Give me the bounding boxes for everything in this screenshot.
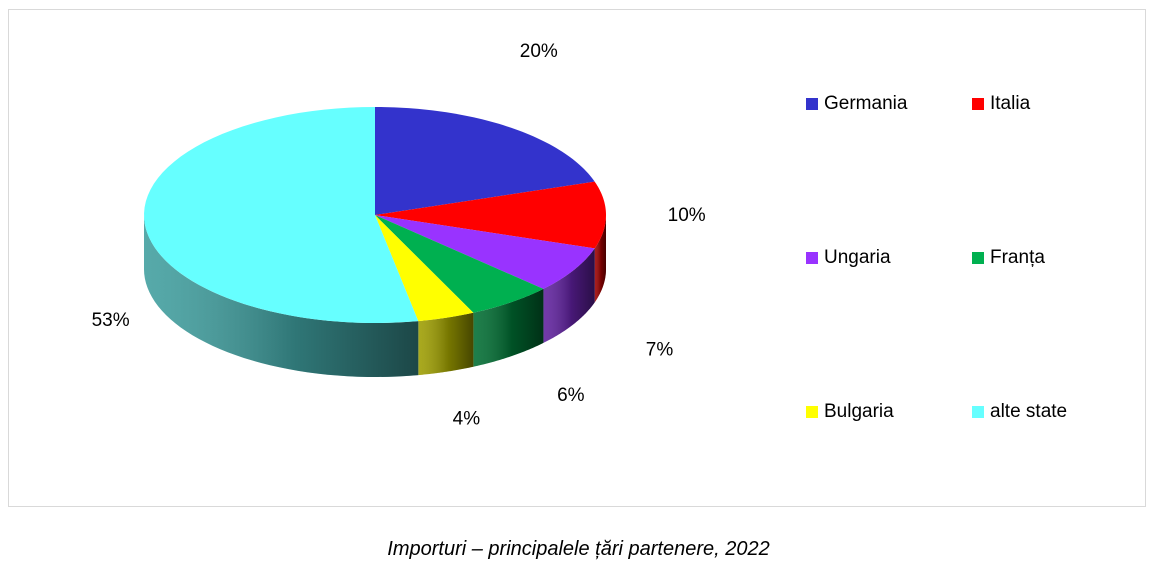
pie-label-italia: 10% <box>668 205 706 226</box>
pie-label-alte-state: 53% <box>92 310 130 331</box>
pie-label-franta: 6% <box>557 385 585 406</box>
pie-slice-alte-state <box>144 107 419 323</box>
pie-slice-italia <box>375 181 606 249</box>
pie-side-shade-franta <box>473 288 544 367</box>
pie-slice-franta <box>375 215 544 313</box>
pie-side-shade-alte-state <box>144 215 419 377</box>
pie-slice-ungaria <box>375 215 595 289</box>
pie-side-shade-italia <box>594 215 606 303</box>
pie-side-bulgaria <box>418 312 474 376</box>
pie-label-ungaria: 7% <box>646 339 674 360</box>
pie-sides <box>144 215 606 377</box>
chart-caption: Importuri – principalele țări partenere,… <box>387 538 770 560</box>
pie-label-bulgaria: 4% <box>453 409 481 430</box>
pie-labels: 20% 10% 7% 6% 4% 53% <box>92 41 706 429</box>
pie-slice-germania <box>375 107 595 215</box>
pie-side-shade-ungaria <box>543 248 595 343</box>
pie-tops <box>144 107 606 323</box>
pie-side-franta <box>473 288 544 367</box>
pie-side-alte-state <box>144 215 419 377</box>
pie-label-germania: 20% <box>520 41 558 62</box>
pie-slice-bulgaria <box>375 215 474 322</box>
pie-side-shade-bulgaria <box>418 312 474 376</box>
pie-side-ungaria <box>543 248 595 343</box>
pie-side-italia <box>594 215 606 303</box>
